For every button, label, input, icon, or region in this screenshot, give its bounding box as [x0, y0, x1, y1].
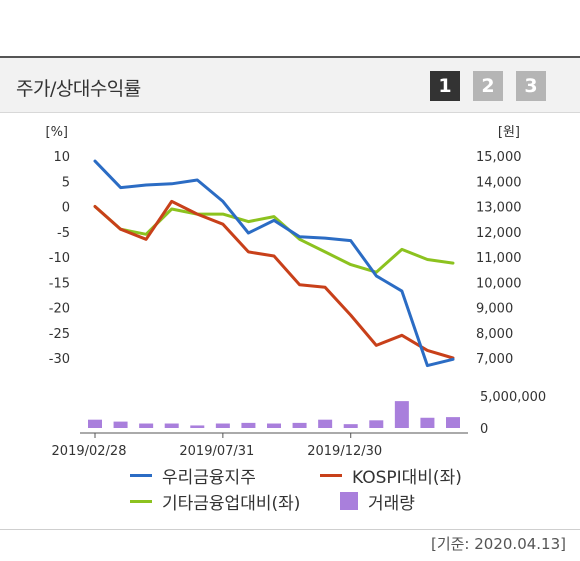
legend-swatch-kospi — [320, 473, 342, 477]
period-button-2[interactable]: 2 — [473, 71, 503, 101]
volume-bar — [292, 422, 307, 428]
left-tick-label: -25 — [49, 327, 70, 342]
relative-return-chart: [%] [원] 10 5 0 -5 -10 -15 -20 -25 -30 15,000 14,000 1… — [46, 125, 547, 457]
panel-title: 주가/상대수익률 — [16, 78, 141, 100]
series-line-kospi — [93, 199, 455, 360]
period-button-1[interactable]: 1 — [430, 71, 460, 101]
volume-tick-label: 0 — [480, 422, 488, 437]
right-tick-label: 8,000 — [476, 327, 513, 342]
left-axis-unit: [%] — [46, 125, 69, 140]
chart-legend: 우리금융지주 KOSPI대비(좌) 기타금융업대비(좌) 거래량 — [130, 462, 490, 514]
series-line-woori — [93, 159, 455, 368]
panel-header: 주가/상대수익률 1 2 3 — [0, 58, 580, 113]
volume-bar — [318, 419, 333, 428]
volume-bar — [241, 422, 256, 428]
x-tick-label: 2019/12/30 — [307, 444, 382, 457]
right-tick-label: 9,000 — [476, 302, 513, 317]
top-rule — [0, 56, 580, 58]
right-tick-label: 10,000 — [476, 276, 522, 291]
legend-label-other: 기타금융업대비(좌) — [162, 493, 301, 514]
legend-item-volume: 거래량 — [340, 489, 415, 514]
right-tick-label: 15,000 — [476, 150, 522, 165]
series-line-other — [93, 205, 455, 274]
left-tick-label: -10 — [49, 251, 70, 266]
left-tick-label: 5 — [62, 175, 70, 190]
left-tick-label: -15 — [49, 276, 70, 291]
x-tick-label: 2019/07/31 — [179, 444, 254, 457]
legend-swatch-woori — [130, 473, 152, 477]
volume-bar — [215, 423, 230, 428]
right-tick-label: 7,000 — [476, 352, 513, 367]
volume-bar — [394, 401, 409, 428]
left-tick-label: -5 — [57, 226, 70, 241]
right-axis-unit: [원] — [498, 125, 520, 140]
volume-bar — [446, 417, 460, 428]
volume-bar — [267, 423, 281, 428]
legend-swatch-other — [130, 499, 152, 503]
left-tick-label: 10 — [53, 150, 70, 165]
footer-rule — [0, 529, 580, 530]
legend-label-woori: 우리금융지주 — [162, 467, 256, 488]
volume-tick-label: 5,000,000 — [480, 390, 546, 405]
left-tick-label: 0 — [62, 201, 70, 216]
volume-bar — [88, 419, 102, 428]
volume-bar — [113, 421, 128, 428]
right-tick-label: 14,000 — [476, 175, 522, 190]
legend-label-kospi: KOSPI대비(좌) — [352, 467, 462, 488]
basis-date: [기준: 2020.04.13] — [430, 535, 566, 553]
legend-swatch-volume — [340, 492, 358, 510]
right-tick-label: 13,000 — [476, 201, 522, 216]
volume-bar — [343, 424, 358, 428]
right-tick-label: 12,000 — [476, 226, 522, 241]
period-button-3[interactable]: 3 — [516, 71, 546, 101]
right-tick-label: 11,000 — [476, 251, 522, 266]
left-tick-label: -30 — [49, 352, 70, 367]
legend-item-kospi: KOSPI대비(좌) — [320, 463, 462, 488]
volume-bar — [190, 425, 205, 428]
legend-item-woori: 우리금융지주 — [130, 463, 320, 488]
volume-bar — [164, 423, 179, 428]
legend-item-other: 기타금융업대비(좌) — [130, 489, 340, 514]
volume-bar — [139, 423, 154, 428]
legend-label-volume: 거래량 — [368, 493, 415, 514]
volume-bar — [369, 420, 384, 428]
left-tick-label: -20 — [49, 302, 70, 317]
x-tick-label: 2019/02/28 — [52, 444, 127, 457]
volume-bar — [420, 417, 435, 428]
